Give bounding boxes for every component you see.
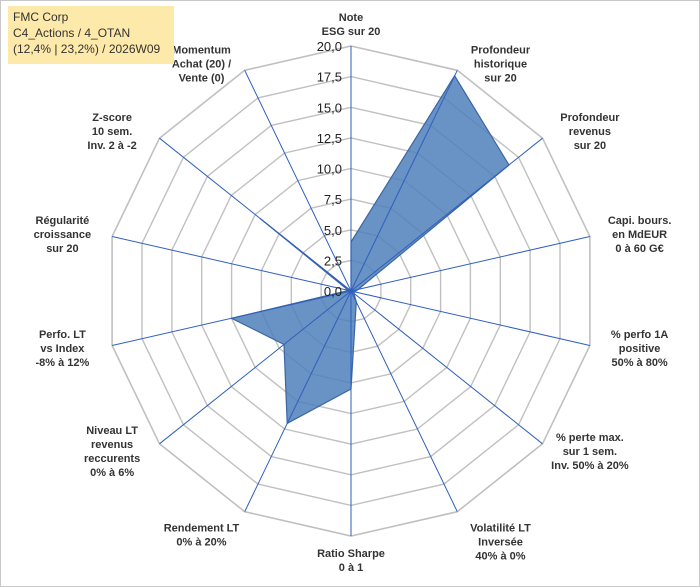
- axis-label: Ratio Sharpe 0 à 1: [317, 548, 385, 574]
- axis-spoke: [111, 236, 352, 292]
- tick-label: 20,0: [317, 39, 342, 54]
- axis-spoke: [244, 70, 352, 292]
- axis-label: Perfo. LT vs Index -8% à 12%: [35, 329, 89, 369]
- axis-label: Volatilité LT Inversée 40% à 0%: [470, 523, 531, 563]
- tick-label: 15,0: [317, 100, 342, 115]
- axis-spoke: [350, 290, 543, 445]
- axis-spoke: [350, 290, 458, 512]
- axis-spoke: [350, 137, 543, 292]
- title-category: C4_Actions / 4_OTAN: [13, 26, 131, 40]
- axis-labels: Note ESG sur 20 Profondeur historique sur 20…: [34, 12, 672, 574]
- axis-spoke: [111, 290, 352, 346]
- tick-label: 12,5: [317, 131, 342, 146]
- axis-label: Rendement LT 0% à 20%: [164, 523, 240, 549]
- axis-spoke: [159, 137, 352, 292]
- tick-label: 10,0: [317, 162, 342, 177]
- tick-label: 0,0: [324, 284, 342, 299]
- axis-label: % perte max. sur 1 sem. Inv. 50% à 20%: [551, 432, 629, 472]
- tick-label: 2,5: [324, 253, 342, 268]
- axis-spokes: [111, 46, 591, 536]
- axis-spoke: [350, 70, 458, 292]
- axis-label: Profondeur revenus sur 20: [560, 112, 620, 152]
- title-stats: (12,4% | 23,2%) / 2026W09: [13, 42, 161, 56]
- data-area: [229, 74, 510, 425]
- title-company: FMC Corp: [13, 10, 69, 24]
- tick-labels: 0,0 2,5 5,0 7,5 10,0 12,5 15,0 17,5 20,0: [317, 39, 342, 299]
- chart-title-box: FMC Corp C4_Actions / 4_OTAN (12,4% | 23…: [8, 6, 174, 64]
- axis-label: % perfo 1A positive 50% à 80%: [611, 329, 669, 369]
- axis-spoke: [159, 290, 352, 445]
- axis-spoke: [350, 236, 591, 292]
- tick-label: 17,5: [317, 70, 342, 85]
- data-series: [229, 74, 510, 425]
- axis-label: Niveau LT revenus reccurents 0% à 6%: [84, 425, 140, 479]
- axis-label: Capi. bours. en MdEUR 0 à 60 G€: [608, 215, 672, 255]
- axis-label: Momentum Achat (20) / Vente (0): [172, 45, 231, 85]
- axis-label: Profondeur historique sur 20: [471, 45, 531, 85]
- tick-label: 7,5: [324, 192, 342, 207]
- tick-label: 5,0: [324, 223, 342, 238]
- axis-label: Note ESG sur 20: [322, 12, 381, 38]
- axis-spoke: [350, 290, 591, 346]
- axis-label: Régularité croissance sur 20: [34, 215, 91, 255]
- axis-spoke: [244, 290, 352, 512]
- axis-label: Z-score 10 sem. Inv. 2 à -2: [87, 112, 136, 152]
